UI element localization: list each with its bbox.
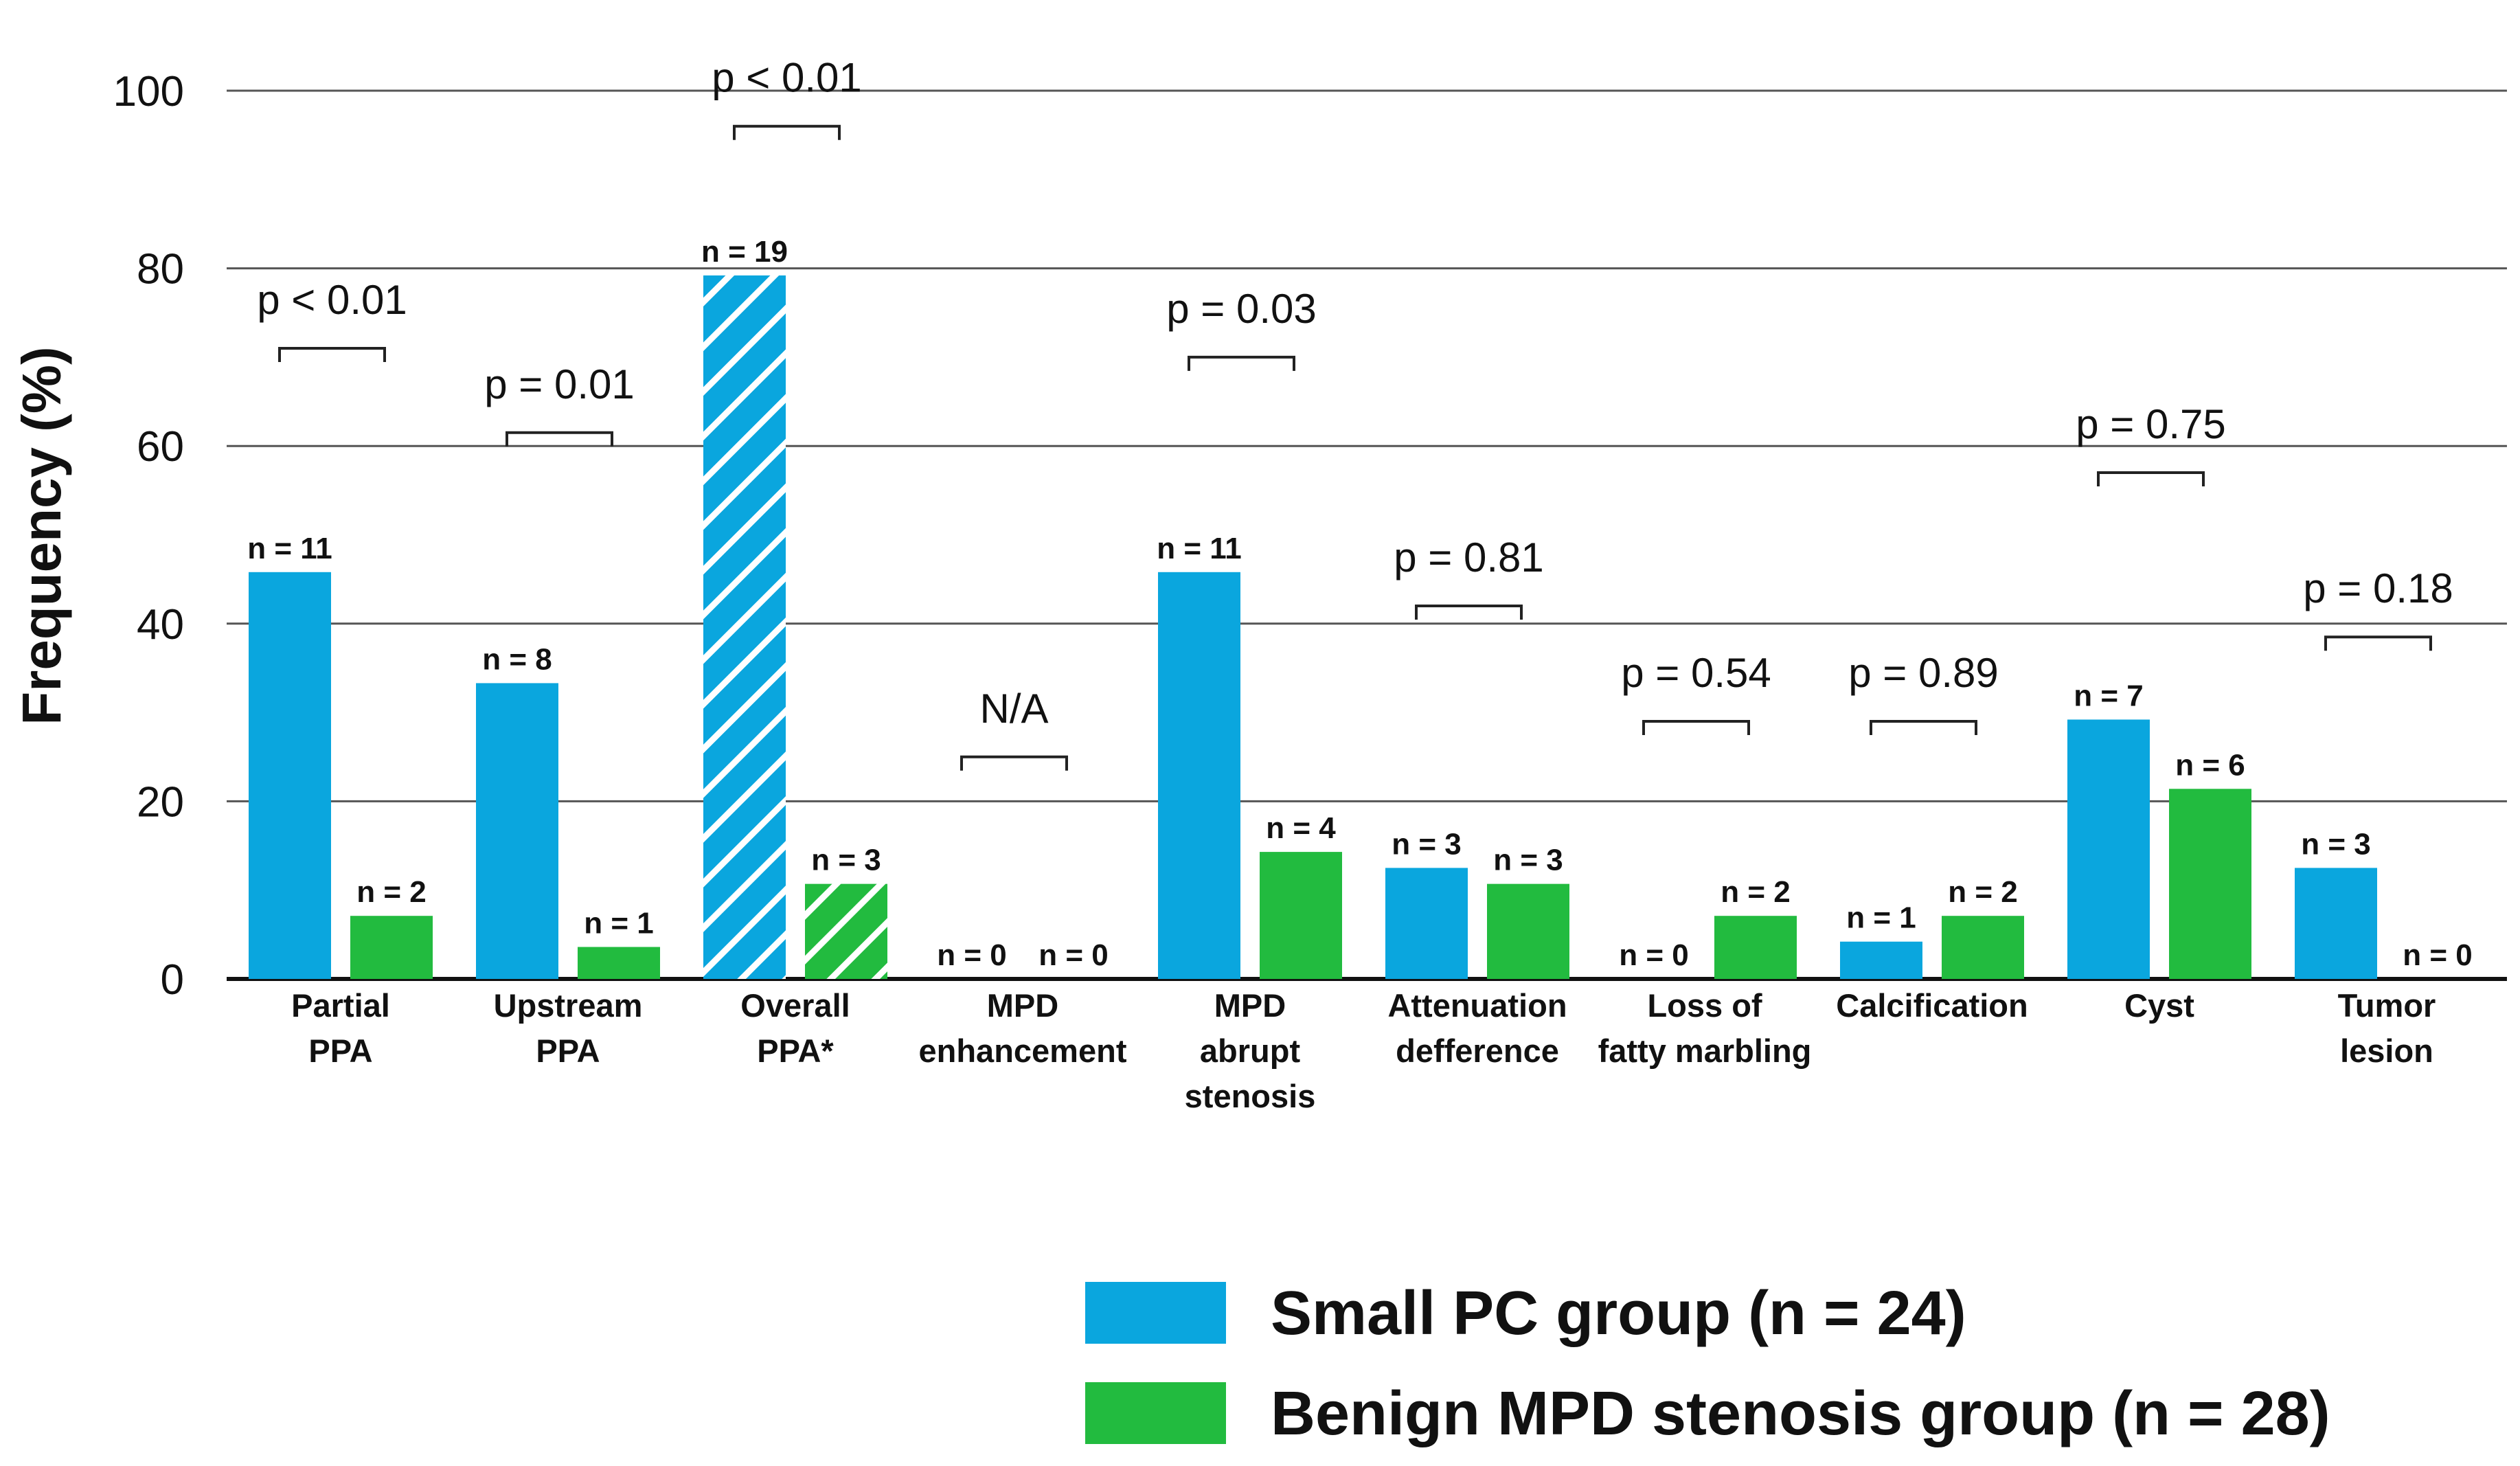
- significance-bracket: [2324, 635, 2432, 651]
- bar-benign-mpd-2: [805, 883, 887, 979]
- count-label: n = 2: [1721, 875, 1791, 909]
- bar-small-pc-9: [2295, 868, 2377, 979]
- bar-benign-mpd-5: [1487, 883, 1569, 979]
- bar-benign-mpd-6: [1714, 916, 1797, 979]
- bar-benign-mpd-8: [2169, 789, 2251, 979]
- count-label: n = 7: [2074, 679, 2144, 712]
- category-label: Calcification: [1836, 987, 2028, 1024]
- count-label: n = 3: [2301, 827, 2371, 861]
- significance-bracket: [278, 346, 386, 362]
- bar-benign-mpd-7: [1942, 916, 2024, 979]
- bars: [249, 275, 2377, 980]
- y-tick-label: 20: [137, 778, 184, 826]
- category-label: Cyst: [2124, 987, 2194, 1024]
- bar-small-pc-5: [1385, 868, 1468, 979]
- p-value-label: p = 0.01: [484, 361, 635, 407]
- count-label: n = 3: [1493, 844, 1563, 877]
- count-label: n = 3: [1392, 827, 1462, 861]
- count-label: n = 1: [584, 906, 654, 940]
- count-label: n = 0: [1038, 938, 1109, 972]
- category-label: Attenuation: [1387, 987, 1567, 1024]
- legend-swatch-benign-mpd: [1085, 1382, 1226, 1444]
- y-tick-label: 60: [137, 423, 184, 471]
- significance-bracket: [1188, 355, 1295, 371]
- bar-small-pc-2: [703, 275, 786, 980]
- category-label: PPA*: [757, 1033, 834, 1069]
- category-label: PPA: [308, 1033, 372, 1069]
- legend-label-small-pc: Small PC group (n = 24): [1271, 1279, 1966, 1348]
- count-label: n = 8: [482, 642, 552, 676]
- significance-bracket: [506, 431, 613, 447]
- p-value-label: p = 0.89: [1848, 650, 1999, 696]
- category-label: stenosis: [1185, 1078, 1316, 1114]
- legend: Small PC group (n = 24) Benign MPD steno…: [1085, 1279, 2330, 1448]
- count-label: n = 2: [1948, 875, 2018, 909]
- y-tick-label: 0: [161, 956, 184, 1004]
- significance-bracket: [1642, 720, 1750, 736]
- p-value-label: p < 0.01: [257, 277, 407, 323]
- y-tick-label: 100: [113, 68, 184, 115]
- bar-small-pc-0: [249, 572, 331, 979]
- y-tick-label: 80: [137, 246, 184, 293]
- category-label: MPD: [987, 987, 1058, 1024]
- category-label: abrupt: [1200, 1033, 1301, 1069]
- category-label: PPA: [536, 1033, 600, 1069]
- p-value-label: p = 0.75: [2076, 401, 2226, 447]
- count-label: n = 0: [1619, 938, 1689, 972]
- legend-label-benign-mpd: Benign MPD stenosis group (n = 28): [1271, 1379, 2330, 1448]
- bar-small-pc-7: [1840, 941, 1922, 979]
- p-value-label: p = 0.03: [1166, 286, 1317, 332]
- p-value-label: N/A: [979, 686, 1048, 732]
- p-value-label: p = 0.81: [1394, 534, 1544, 580]
- category-label: Tumor: [2338, 987, 2436, 1024]
- bar-benign-mpd-4: [1260, 852, 1342, 979]
- category-label: Upstream: [494, 987, 643, 1024]
- category-label: lesion: [2340, 1033, 2433, 1069]
- category-label: enhancement: [919, 1033, 1127, 1069]
- category-label: fatty marbling: [1598, 1033, 1812, 1069]
- significance-bracket: [733, 124, 841, 140]
- significance-brackets: [278, 124, 2432, 771]
- legend-swatch-small-pc: [1085, 1282, 1226, 1344]
- count-label: n = 6: [2175, 748, 2245, 782]
- count-label: n = 19: [701, 235, 788, 269]
- count-label: n = 2: [356, 875, 427, 909]
- labels: 0 20 40 60 80 100 n = 11 n = 2 Partial PPA p < 0.0…: [113, 55, 2473, 1114]
- category-label: defference: [1396, 1033, 1559, 1069]
- count-label: n = 3: [811, 844, 881, 877]
- bar-small-pc-1: [476, 683, 558, 979]
- p-value-label: p = 0.18: [2303, 565, 2453, 611]
- significance-bracket: [1870, 720, 1977, 736]
- significance-bracket: [1415, 604, 1523, 620]
- significance-bracket: [2097, 471, 2205, 486]
- bar-benign-mpd-0: [350, 916, 433, 979]
- gridlines: [227, 89, 2507, 981]
- y-tick-label: 40: [137, 601, 184, 649]
- category-label: Loss of: [1647, 987, 1762, 1024]
- category-label: Partial: [291, 987, 390, 1024]
- p-value-label: p < 0.01: [712, 55, 862, 101]
- p-value-label: p = 0.54: [1621, 650, 1771, 696]
- count-label: n = 11: [247, 532, 332, 565]
- bar-small-pc-4: [1158, 572, 1240, 979]
- count-label: n = 1: [1846, 901, 1916, 935]
- count-label: n = 0: [2403, 938, 2473, 972]
- y-axis-label: Frequency (%): [11, 346, 72, 725]
- count-label: n = 0: [937, 938, 1007, 972]
- category-label: Overall: [740, 987, 850, 1024]
- count-label: n = 11: [1157, 532, 1242, 565]
- significance-bracket: [960, 755, 1068, 771]
- bar-benign-mpd-1: [578, 947, 660, 979]
- category-label: MPD: [1214, 987, 1286, 1024]
- count-label: n = 4: [1266, 811, 1336, 845]
- bar-small-pc-8: [2067, 719, 2150, 979]
